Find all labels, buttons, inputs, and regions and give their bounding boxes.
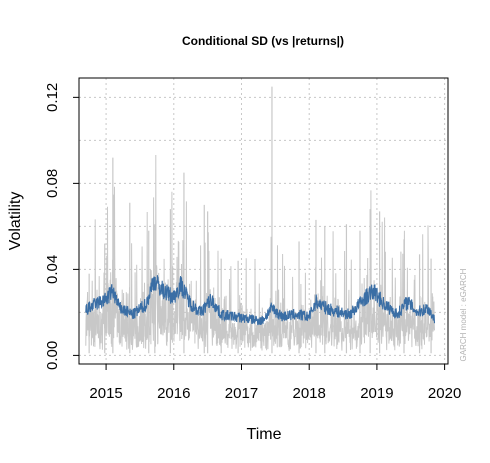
y-axis: 0.00 0.04 0.08 0.12	[44, 83, 79, 370]
model-note: GARCH model : eGARCH	[459, 268, 468, 361]
conditional-sd-series	[85, 275, 436, 326]
x-axis: 2015 2016 2017 2018 2019 2020	[89, 363, 461, 402]
conditional-sd-line	[85, 275, 436, 326]
y-tick-label: 0.00	[44, 341, 61, 370]
x-axis-label: Time	[247, 426, 282, 443]
x-tick-label: 2019	[360, 385, 393, 402]
abs-returns-line	[85, 154, 435, 351]
x-tick-label: 2017	[225, 385, 258, 402]
y-tick-label: 0.08	[44, 169, 61, 198]
chart-title: Conditional SD (vs |returns|)	[182, 34, 344, 48]
abs-returns-series	[85, 86, 435, 354]
x-tick-label: 2016	[157, 385, 190, 402]
y-tick-label: 0.04	[44, 255, 61, 284]
x-tick-label: 2018	[293, 385, 326, 402]
x-tick-label: 2015	[89, 385, 122, 402]
y-tick-label: 0.12	[44, 83, 61, 112]
x-tick-label: 2020	[428, 385, 461, 402]
y-axis-label: Volatility	[7, 192, 24, 251]
